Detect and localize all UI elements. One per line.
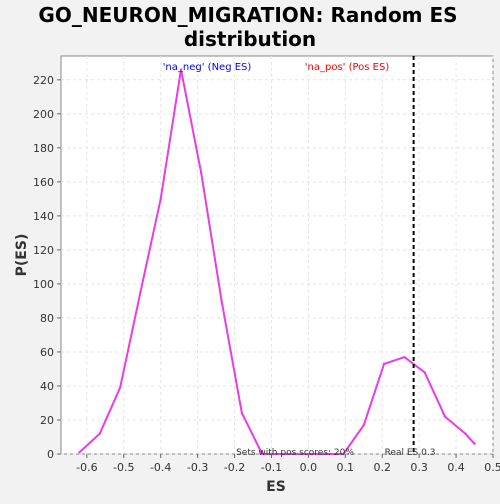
x-tick-label: 0.2 <box>373 461 391 474</box>
x-tick-label: -0.3 <box>187 461 208 474</box>
plot-area <box>61 56 493 454</box>
y-tick-label: 80 <box>40 312 54 325</box>
y-axis-label: P(ES) <box>14 234 30 277</box>
data-point <box>78 451 80 453</box>
data-point <box>464 432 466 434</box>
x-tick-label: -0.1 <box>261 461 282 474</box>
x-tick-label: 0.3 <box>410 461 428 474</box>
y-tick-label: 200 <box>33 108 54 121</box>
chart-title-line-1: GO_NEURON_MIGRATION: Random ES <box>38 3 457 27</box>
y-tick-label: 0 <box>47 448 54 461</box>
data-point <box>99 432 101 434</box>
x-tick-label: 0.4 <box>447 461 465 474</box>
sets-pos-scores-label: Sets with pos scores: 20% <box>236 448 354 458</box>
y-tick-label: 40 <box>40 380 54 393</box>
x-axis-label: ES <box>266 479 286 495</box>
data-point <box>159 198 161 200</box>
y-tick-label: 160 <box>33 176 54 189</box>
x-tick-label: 0.5 <box>484 461 500 474</box>
x-tick-label: -0.5 <box>113 461 134 474</box>
y-tick-label: 120 <box>33 244 54 257</box>
y-tick-label: 140 <box>33 210 54 223</box>
x-tick-label: -0.6 <box>76 461 97 474</box>
data-point <box>403 356 405 358</box>
x-tick-label: 0.1 <box>337 461 355 474</box>
data-point <box>220 300 222 302</box>
data-point <box>119 386 121 388</box>
x-tick-label: 0.0 <box>300 461 318 474</box>
x-tick-label: -0.4 <box>150 461 171 474</box>
data-point <box>241 412 243 414</box>
data-point <box>444 415 446 417</box>
chart-title-line-2: distribution <box>184 27 316 51</box>
pos-es-label: 'na_pos' (Pos ES) <box>305 62 390 73</box>
x-tick-label: -0.2 <box>224 461 245 474</box>
y-tick-label: 220 <box>33 74 54 87</box>
data-point <box>363 424 365 426</box>
data-point <box>383 363 385 365</box>
y-tick-label: 180 <box>33 142 54 155</box>
data-point <box>473 443 475 445</box>
data-point <box>139 291 141 293</box>
y-tick-label: 20 <box>40 414 54 427</box>
y-tick-label: 60 <box>40 346 54 359</box>
data-point <box>200 172 202 174</box>
real-es-label: Real ES 0.3 <box>385 448 436 458</box>
data-point <box>423 371 425 373</box>
neg-es-label: 'na_neg' (Neg ES) <box>163 62 252 73</box>
y-tick-label: 100 <box>33 278 54 291</box>
